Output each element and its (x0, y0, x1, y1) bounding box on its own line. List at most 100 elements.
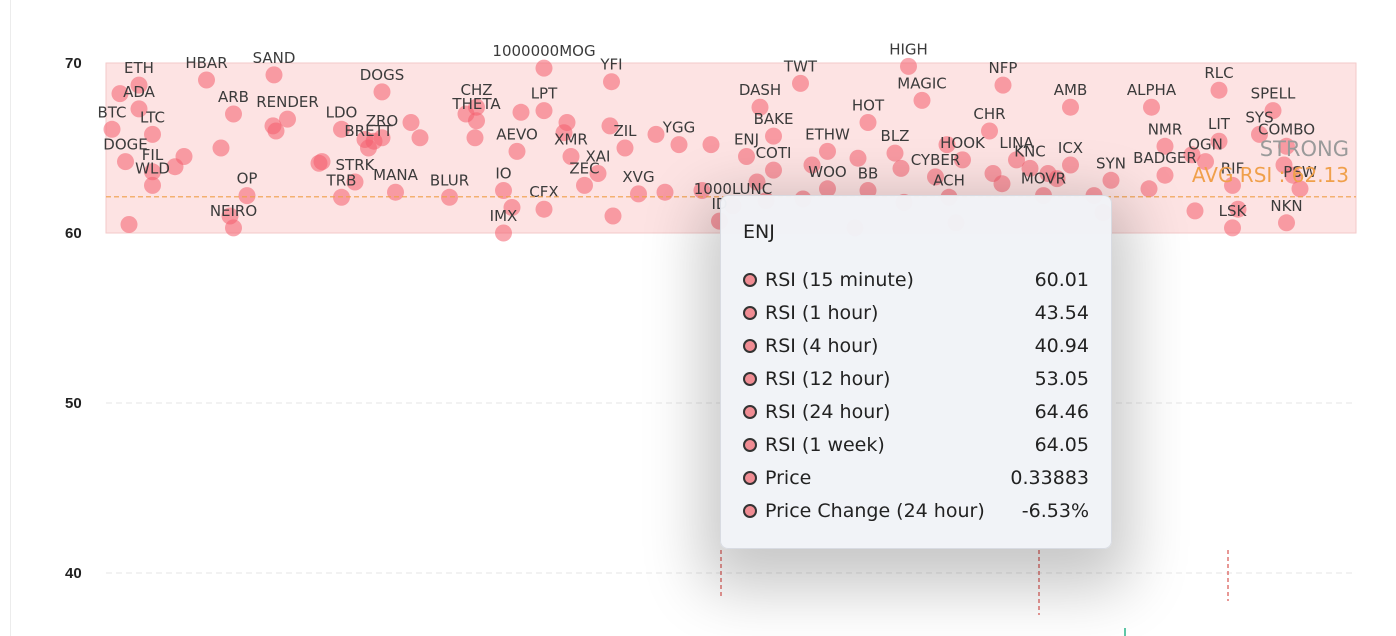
data-point (630, 185, 647, 203)
data-point (1284, 166, 1302, 184)
data-point (892, 159, 910, 177)
data-point (508, 142, 526, 160)
data-point (1102, 171, 1120, 189)
data-point (603, 73, 620, 91)
point-label: RENDER (256, 93, 319, 111)
tooltip-dot-icon (743, 272, 757, 287)
data-point (1264, 102, 1282, 120)
point-label: YGG (662, 119, 695, 137)
data-point (1183, 146, 1201, 164)
point-label: LDO (326, 103, 358, 121)
tooltip-row: RSI (12 hour) 53.05 (743, 362, 1089, 395)
point-label: COMBO (1258, 120, 1315, 138)
point-label: MOVR (1021, 170, 1066, 188)
point-label: NFP (989, 59, 1018, 77)
data-point (927, 168, 944, 186)
tooltip-dot-icon (743, 503, 757, 518)
tooltip-label: Price Change (24 hour) (765, 499, 985, 522)
point-label: BADGER (1133, 149, 1197, 167)
data-point (111, 85, 129, 103)
data-point (1224, 219, 1241, 237)
data-point (495, 224, 512, 242)
point-label: DOGE (103, 136, 147, 154)
data-point (310, 154, 328, 172)
data-point (604, 207, 622, 225)
data-point (402, 114, 420, 131)
data-point (535, 200, 553, 218)
data-point (1224, 176, 1241, 194)
point-label: CHZ (460, 81, 492, 99)
data-point (373, 83, 391, 101)
point-label: XAI (586, 148, 611, 166)
point-label: NEIRO (210, 202, 257, 220)
point-label: IO (495, 165, 511, 183)
point-label: LPT (531, 85, 558, 103)
average-label: AVG RSI : 62.13 (1192, 163, 1349, 187)
data-point (702, 136, 720, 154)
data-point (819, 180, 836, 198)
data-point (117, 153, 134, 171)
data-point (212, 139, 230, 157)
data-point (130, 76, 148, 94)
point-label: LTC (140, 108, 165, 126)
point-label: ZIL (613, 122, 637, 140)
point-label: DOGS (360, 66, 405, 84)
data-point (1251, 125, 1268, 143)
tooltip-row: RSI (4 hour) 40.94 (743, 329, 1089, 362)
y-tick-label: 50 (65, 395, 82, 412)
point-label: THETA (451, 95, 501, 113)
data-point (792, 74, 809, 92)
data-point (803, 156, 821, 174)
point-label: BRETT (344, 122, 393, 140)
data-point (693, 182, 711, 199)
tooltip-label: RSI (12 hour) (765, 367, 891, 390)
data-point (555, 124, 573, 142)
tooltip-value: 64.05 (1034, 433, 1089, 456)
point-label: SPELL (1251, 85, 1296, 103)
left-border (10, 0, 11, 636)
data-point (175, 148, 193, 165)
data-point (441, 188, 458, 206)
tooltip-title: ENJ (743, 221, 775, 243)
point-label: IMX (490, 207, 518, 225)
data-point (900, 57, 917, 75)
tooltip-label: RSI (15 minute) (765, 268, 914, 291)
data-point (1229, 200, 1247, 218)
data-point (656, 183, 674, 201)
point-label: TRB (326, 171, 357, 189)
data-point (938, 136, 956, 154)
tooltip-row: Price 0.33883 (743, 461, 1089, 494)
point-label: 1000000MOG (492, 42, 595, 60)
point-label: WLD (135, 159, 170, 177)
point-label: COTI (756, 144, 792, 162)
data-point (1140, 180, 1158, 198)
data-point (535, 59, 553, 77)
data-point (1278, 214, 1295, 232)
point-label: KNC (1014, 142, 1046, 160)
point-label: OP (237, 170, 258, 188)
data-point (1062, 98, 1079, 116)
point-label: HBAR (185, 54, 227, 72)
point-label: 1000LUNC (694, 180, 772, 198)
y-tick-label: 60 (65, 225, 82, 242)
data-point (120, 216, 138, 233)
point-label: CHR (973, 105, 1005, 123)
point-label: HOT (852, 97, 885, 115)
point-tooltip: ENJ RSI (15 minute) 60.01 RSI (1 hour) 4… (720, 195, 1112, 549)
data-point (144, 125, 161, 143)
tooltip-label: Price (765, 466, 812, 489)
tooltip-value: 64.46 (1034, 400, 1089, 423)
tooltip-row: RSI (24 hour) 64.46 (743, 395, 1089, 428)
zone-label: STRONG (1260, 137, 1349, 161)
data-point (994, 76, 1012, 94)
tooltip-row: RSI (1 hour) 43.54 (743, 296, 1089, 329)
data-point (503, 199, 521, 216)
point-label: SAND (253, 49, 296, 67)
point-label: SYN (1096, 154, 1126, 172)
point-label: ZEC (569, 159, 599, 177)
data-point (333, 120, 350, 138)
data-point (1062, 156, 1079, 174)
y-tick-label: 70 (65, 55, 82, 72)
data-point (495, 182, 512, 199)
